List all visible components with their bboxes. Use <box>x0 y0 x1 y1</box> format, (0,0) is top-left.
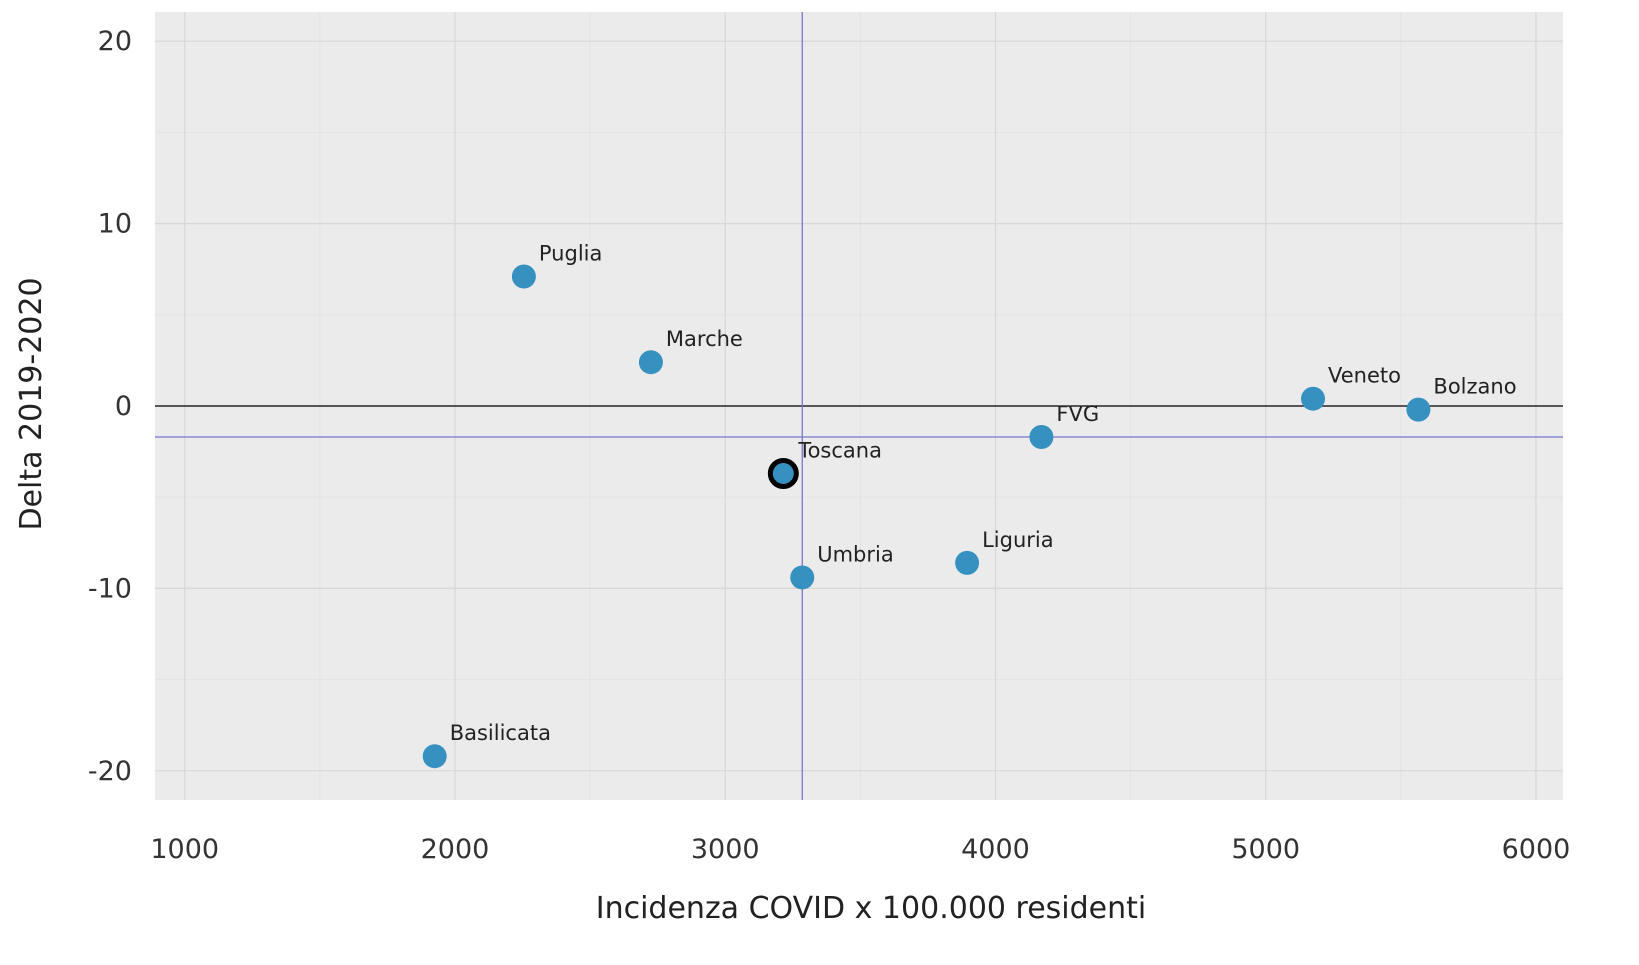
data-point <box>790 565 815 590</box>
data-point <box>1406 397 1431 422</box>
point-label: Puglia <box>539 241 602 265</box>
x-tick-label: 4000 <box>961 834 1030 865</box>
data-point-highlighted <box>767 457 799 489</box>
data-points: Puglia Marche Veneto Bolzano FVG Toscana Umbri… <box>422 241 1517 769</box>
data-point <box>955 550 980 575</box>
y-tick-label: 0 <box>115 391 132 422</box>
point-label: Basilicata <box>450 721 551 745</box>
x-tick-label: 3000 <box>691 834 760 865</box>
point-label: Bolzano <box>1433 375 1516 399</box>
data-point <box>1029 425 1054 450</box>
y-tick-label: -10 <box>88 573 132 604</box>
x-tick-label: 5000 <box>1231 834 1300 865</box>
point-label: Liguria <box>982 528 1054 552</box>
y-tick-label: -20 <box>88 756 132 787</box>
x-axis-title: Incidenza COVID x 100.000 residenti <box>596 891 1147 926</box>
y-axis-title: Delta 2019-2020 <box>14 277 49 530</box>
data-point <box>638 350 663 375</box>
point-label: Umbria <box>817 542 894 566</box>
x-axis-ticks: 1000 2000 3000 4000 5000 6000 <box>150 834 1570 865</box>
data-point <box>511 264 536 289</box>
x-tick-label: 1000 <box>150 834 219 865</box>
point-label: Veneto <box>1328 364 1401 388</box>
data-point <box>1301 386 1326 411</box>
x-tick-label: 6000 <box>1502 834 1571 865</box>
reference-lines <box>155 12 1563 800</box>
y-tick-label: 20 <box>98 26 132 57</box>
point-label: Marche <box>666 327 743 351</box>
point-label: FVG <box>1056 402 1099 426</box>
y-axis-ticks: -20 -10 0 10 20 <box>88 26 132 787</box>
y-tick-label: 10 <box>98 209 132 240</box>
data-point <box>422 744 447 769</box>
x-tick-label: 2000 <box>421 834 490 865</box>
point-label: Toscana <box>797 438 882 462</box>
